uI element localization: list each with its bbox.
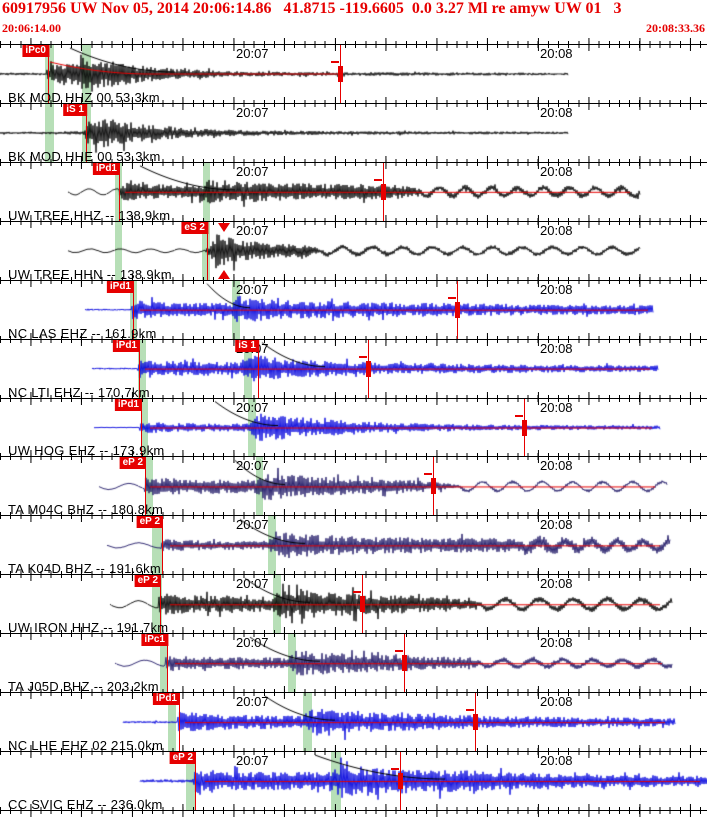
coda-marker-handle[interactable] <box>473 714 478 731</box>
station-channel-label: NC LAS EHZ -- 161.9km <box>8 325 157 341</box>
pick-triangle-up[interactable] <box>218 269 230 279</box>
coda-marker-tick <box>395 650 403 653</box>
coda-marker-tick <box>424 473 432 476</box>
coda-marker-handle[interactable] <box>360 596 365 613</box>
station-channel-label: CC SVIC EHZ -- 236.0km <box>8 796 163 812</box>
coda-marker-handle[interactable] <box>431 478 436 495</box>
station-channel-label: UW IRON HHZ -- 191.7km <box>8 620 169 636</box>
station-channel-label: BK MOD HHE 00 53.3km <box>8 148 161 164</box>
station-channel-label: TA J05D BHZ -- 203.2km <box>8 679 159 695</box>
phase-pick-label[interactable]: eP 2 <box>119 457 146 470</box>
station-channel-label: TA M04C BHZ -- 180.8km <box>8 502 164 518</box>
coda-marker-tick <box>359 355 367 358</box>
coda-marker-tick <box>374 178 382 181</box>
phase-pick-label[interactable]: iS 1 <box>63 103 87 116</box>
coda-marker-tick <box>331 61 339 63</box>
phase-pick-label[interactable]: eS 2 <box>181 221 208 234</box>
phase-pick-line[interactable] <box>133 280 134 339</box>
coda-marker-handle[interactable] <box>398 773 403 790</box>
phase-pick-line[interactable] <box>258 339 259 398</box>
pick-triangle-down[interactable] <box>218 222 230 232</box>
station-channel-label: BK MOD HHZ 00 53.3km <box>8 89 160 105</box>
station-channel-label: UW HOG EHZ -- 173.9km <box>8 443 165 459</box>
phase-pick-line[interactable] <box>162 516 163 575</box>
phase-pick-line[interactable] <box>195 752 196 810</box>
phase-pick-line[interactable] <box>179 693 180 752</box>
coda-marker-handle[interactable] <box>455 301 460 318</box>
phase-pick-label[interactable]: eP 2 <box>169 752 196 765</box>
coda-marker-tick <box>353 591 361 594</box>
coda-marker-handle[interactable] <box>338 66 343 82</box>
coda-marker-handle[interactable] <box>381 183 386 200</box>
station-channel-label: TA K04D BHZ -- 191.6km <box>8 561 162 577</box>
phase-pick-label[interactable]: iPd1 <box>92 162 120 175</box>
phase-pick-label[interactable]: iPd1 <box>114 398 142 411</box>
phase-pick-label[interactable]: iPd1 <box>112 339 140 352</box>
coda-marker-handle[interactable] <box>402 655 407 672</box>
phase-pick-line[interactable] <box>86 103 87 162</box>
coda-marker-tick <box>466 709 474 712</box>
phase-pick-label[interactable]: iS 1 <box>235 339 259 352</box>
phase-pick-line[interactable] <box>141 398 142 457</box>
station-channel-label: NC LTI EHZ -- 170.7km <box>8 384 150 400</box>
coda-marker-tick <box>448 296 456 299</box>
coda-marker-tick <box>515 414 523 417</box>
station-channel-label: NC LHE EHZ 02 215.0km <box>8 738 164 754</box>
station-channel-label: UW TREE HHZ -- 138.9km <box>8 207 171 223</box>
phase-pick-label[interactable]: iPd1 <box>106 280 134 293</box>
phase-pick-line[interactable] <box>145 457 146 516</box>
coda-marker-tick <box>391 768 399 771</box>
phase-pick-line[interactable] <box>48 45 49 103</box>
phase-pick-line[interactable] <box>160 575 161 634</box>
coda-marker-handle[interactable] <box>522 419 527 436</box>
phase-pick-line[interactable] <box>167 634 168 693</box>
coda-marker-handle[interactable] <box>366 360 371 377</box>
station-channel-label: UW TREE HHN -- 138.9km <box>8 266 172 282</box>
phase-pick-label[interactable]: eP 2 <box>134 575 161 588</box>
phase-pick-label[interactable]: iPd1 <box>152 693 180 706</box>
phase-pick-line[interactable] <box>139 339 140 398</box>
phase-pick-line[interactable] <box>119 162 120 221</box>
phase-pick-label[interactable]: iPc0 <box>22 45 49 57</box>
phase-pick-label[interactable]: eP 2 <box>136 516 163 529</box>
phase-pick-label[interactable]: iPc1 <box>141 634 168 647</box>
phase-pick-line[interactable] <box>207 221 208 280</box>
